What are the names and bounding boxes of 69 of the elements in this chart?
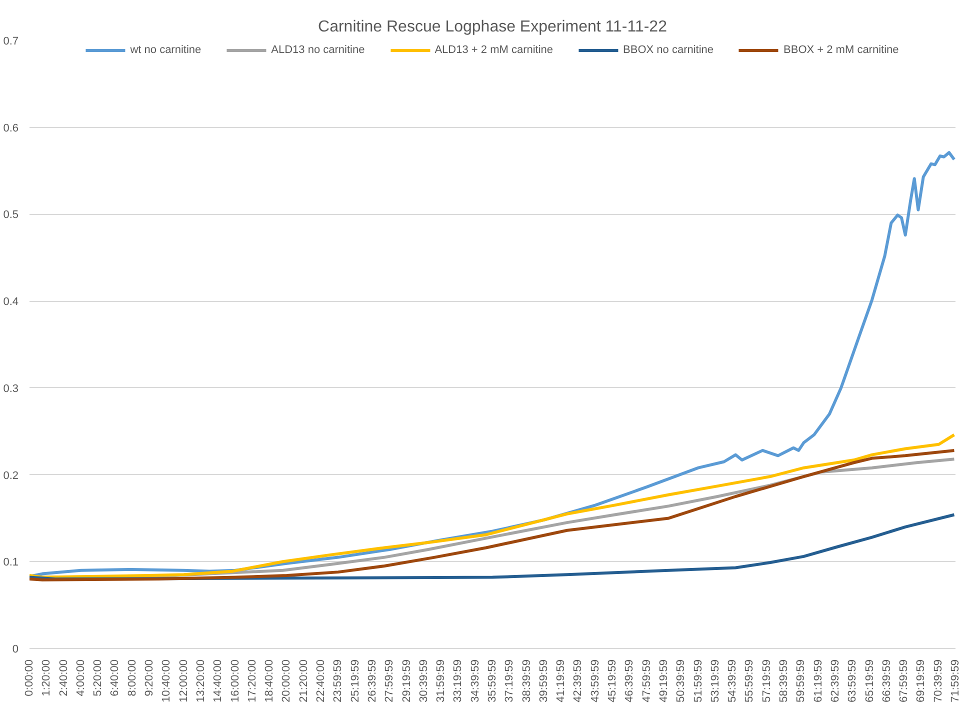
x-tick-label: 10:40:00	[160, 659, 173, 702]
legend-label: BBOX no carnitine	[623, 44, 714, 56]
legend-label: ALD13 + 2 mM carnitine	[434, 44, 554, 56]
x-tick-label: 18:40:00	[264, 659, 276, 702]
x-tick-label: 5:20:00	[92, 660, 104, 696]
y-tick-label: 0.3	[3, 382, 19, 395]
x-tick-label: 17:20:00	[246, 659, 258, 702]
x-tick-label: 65:19:59	[864, 659, 876, 702]
x-tick-label: 49:19:59	[658, 659, 670, 702]
x-tick-label: 42:39:59	[572, 659, 584, 702]
x-tick-label: 45:19:59	[606, 659, 619, 702]
x-tick-label: 14:40:00	[212, 659, 224, 702]
y-tick-label: 0	[12, 644, 19, 656]
x-tick-label: 1:20:00	[40, 660, 53, 696]
x-tick-label: 34:39:59	[469, 659, 482, 702]
x-tick-label: 22:40:00	[315, 659, 328, 702]
x-tick-label: 69:19:59	[915, 659, 928, 702]
x-tick-label: 50:39:59	[675, 659, 688, 702]
x-tick-label: 59:59:59	[795, 659, 808, 702]
x-tick-label: 63:59:59	[846, 659, 859, 702]
x-tick-label: 16:00:00	[229, 659, 242, 702]
x-tick-label: 70:39:59	[932, 659, 944, 702]
x-tick-label: 4:00:00	[74, 660, 87, 696]
chart-title: Carnitine Rescue Logphase Experiment 11-11-22	[318, 18, 668, 36]
y-tick-label: 0.6	[3, 122, 19, 134]
x-tick-label: 30:39:59	[418, 659, 430, 702]
x-tick-label: 33:19:59	[452, 659, 464, 702]
x-tick-label: 66:39:59	[880, 659, 893, 702]
x-tick-label: 51:59:59	[692, 659, 704, 702]
x-tick-label: 67:59:59	[898, 659, 910, 702]
x-tick-label: 26:39:59	[366, 659, 378, 702]
y-tick-label: 0.7	[3, 36, 19, 48]
x-tick-label: 57:19:59	[760, 659, 773, 702]
x-tick-label: 62:39:59	[829, 659, 842, 702]
x-tick-label: 25:19:59	[349, 659, 362, 702]
x-tick-label: 35:59:59	[486, 659, 498, 702]
x-tick-label: 12:00:00	[178, 659, 190, 702]
x-tick-label: 53:19:59	[709, 659, 722, 702]
x-tick-label: 21:20:00	[298, 659, 310, 702]
y-tick-label: 0.1	[3, 556, 19, 569]
x-tick-label: 71:59:59	[949, 659, 962, 702]
y-tick-label: 0.2	[3, 470, 19, 482]
x-tick-label: 2:40:00	[58, 660, 70, 696]
x-tick-label: 23:59:59	[332, 659, 344, 702]
x-tick-label: 41:19:59	[555, 659, 568, 702]
x-tick-label: 9:20:00	[144, 660, 156, 696]
x-tick-label: 43:59:59	[589, 659, 602, 702]
x-tick-label: 61:19:59	[812, 659, 824, 702]
x-tick-label: 20:00:00	[280, 659, 293, 702]
legend-label: ALD13 no carnitine	[271, 44, 365, 56]
x-tick-label: 0:00:00	[24, 660, 36, 696]
legend-label: BBOX + 2 mM carnitine	[784, 44, 899, 56]
x-tick-label: 39:59:59	[538, 659, 550, 702]
x-tick-label: 6:40:00	[109, 660, 122, 696]
y-tick-label: 0.5	[3, 209, 19, 222]
x-tick-label: 38:39:59	[520, 659, 533, 702]
x-tick-label: 47:59:59	[640, 659, 653, 702]
y-tick-label: 0.4	[3, 296, 19, 308]
x-tick-label: 29:19:59	[400, 659, 413, 702]
x-tick-label: 31:59:59	[435, 659, 448, 702]
x-tick-label: 27:59:59	[384, 659, 396, 702]
legend-label: wt no carnitine	[130, 44, 202, 56]
x-tick-label: 55:59:59	[744, 659, 756, 702]
x-tick-label: 58:39:59	[778, 659, 790, 702]
x-tick-label: 13:20:00	[194, 659, 207, 702]
x-tick-label: 37:19:59	[504, 659, 516, 702]
x-tick-label: 8:00:00	[126, 660, 138, 696]
x-tick-label: 54:39:59	[726, 659, 739, 702]
x-tick-label: 46:39:59	[624, 659, 636, 702]
